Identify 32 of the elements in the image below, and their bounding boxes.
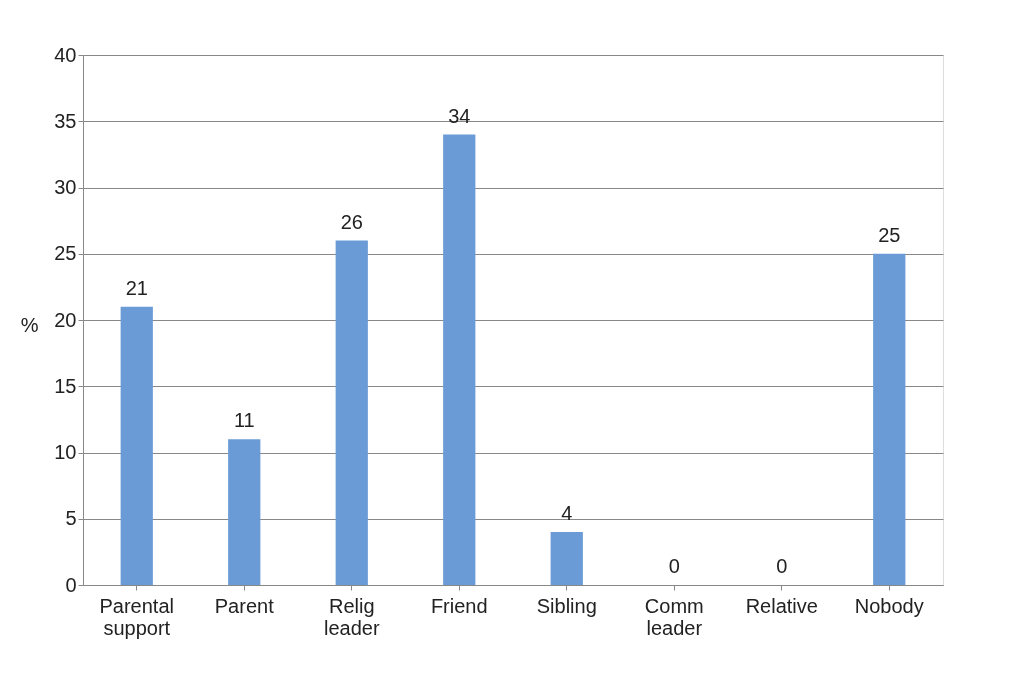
x-tick-label: Friend — [430, 594, 488, 617]
x-tick-label: Parent — [214, 594, 275, 617]
y-tick-label: 30 — [54, 176, 77, 198]
x-tick-label: Relative — [745, 594, 818, 617]
y-tick-label: 15 — [54, 374, 77, 397]
y-tick-label: 40 — [54, 43, 77, 66]
bar — [228, 439, 261, 585]
data-label: 21 — [125, 276, 148, 299]
data-label: 34 — [448, 104, 471, 127]
bar — [120, 306, 153, 585]
data-label: 11 — [233, 409, 255, 432]
data-label: 25 — [878, 223, 901, 246]
y-tick-label: 10 — [54, 441, 77, 463]
bar — [873, 253, 906, 585]
x-tick-label: Relig leader — [323, 594, 380, 639]
data-label: 4 — [561, 502, 573, 524]
y-tick-label: 25 — [54, 242, 77, 265]
bar — [443, 134, 476, 585]
x-tick-label: Parental support — [99, 594, 174, 639]
y-tick-label: 5 — [65, 507, 77, 530]
y-tick-label: 0 — [65, 573, 77, 596]
y-axis-title: % — [20, 313, 39, 336]
y-tick-label: 35 — [54, 109, 77, 132]
y-tick-label: 20 — [54, 308, 77, 331]
data-label: 0 — [668, 555, 680, 577]
data-label: 26 — [340, 210, 363, 233]
bar — [335, 240, 368, 585]
x-tick-label: Nobody — [854, 594, 924, 617]
x-tick-label: Comm leader — [644, 594, 704, 639]
x-tick-label: Sibling — [536, 594, 597, 617]
bar — [550, 532, 583, 585]
data-label: 0 — [776, 555, 788, 577]
